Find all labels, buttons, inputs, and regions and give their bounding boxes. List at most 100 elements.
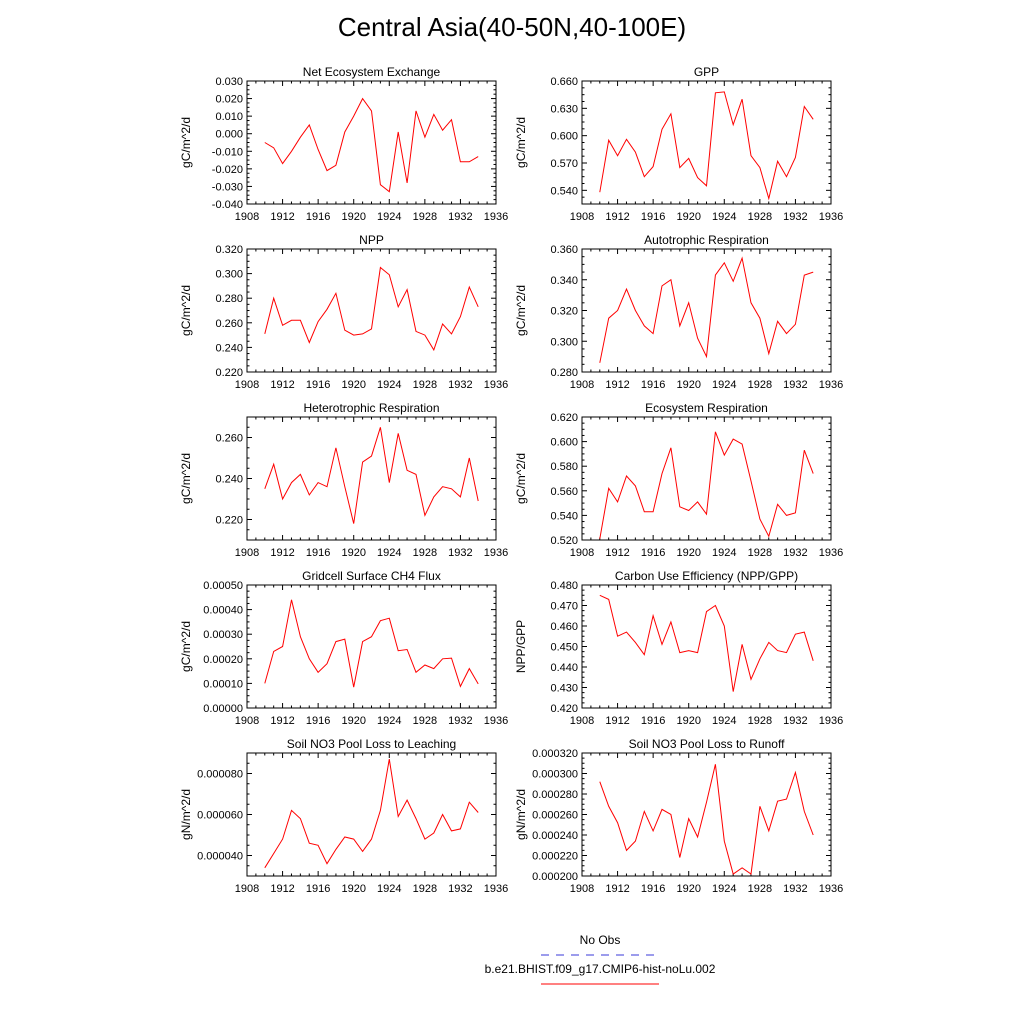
x-tick-label: 1908 — [570, 211, 594, 223]
y-tick-label: 0.00010 — [203, 678, 243, 690]
y-tick-label: 0.00050 — [203, 580, 243, 592]
x-tick-label: 1936 — [819, 379, 843, 391]
x-tick-label: 1908 — [570, 547, 594, 559]
panel-title: Soil NO3 Pool Loss to Leaching — [287, 737, 456, 751]
x-tick-label: 1924 — [377, 883, 401, 895]
x-tick-label: 1928 — [413, 211, 437, 223]
y-axis-label: gC/m^2/d — [179, 453, 193, 504]
y-tick-label: 0.430 — [550, 683, 578, 695]
x-tick-label: 1908 — [570, 883, 594, 895]
x-tick-label: 1916 — [641, 379, 665, 391]
panel-title: Gridcell Surface CH4 Flux — [302, 569, 441, 583]
x-tick-label: 1936 — [484, 715, 508, 727]
x-tick-label: 1920 — [341, 547, 365, 559]
series-line — [599, 431, 814, 539]
x-tick-label: 1932 — [783, 547, 807, 559]
y-tick-label: 0.520 — [550, 535, 578, 547]
x-tick-label: 1916 — [306, 883, 330, 895]
x-tick-label: 1936 — [484, 547, 508, 559]
y-tick-label: 0.450 — [550, 642, 578, 654]
chart-panel-10: Soil NO3 Pool Loss to Runoff 1908 1912 1916… — [514, 737, 843, 895]
x-tick-label: 1928 — [748, 211, 772, 223]
chart-panel-4: Autotrophic Respiration 1908 1912 1916 1920 1… — [514, 233, 843, 391]
x-tick-label: 1908 — [235, 715, 259, 727]
x-tick-label: 1912 — [270, 883, 294, 895]
y-tick-label: 0.030 — [215, 76, 243, 88]
series-line — [599, 594, 814, 692]
x-tick-label: 1932 — [448, 211, 472, 223]
series-line — [264, 599, 479, 688]
x-tick-label: 1916 — [641, 883, 665, 895]
x-tick-label: 1920 — [341, 715, 365, 727]
panel-title: GPP — [694, 65, 719, 79]
x-tick-label: 1912 — [605, 211, 629, 223]
y-tick-label: 0.570 — [550, 158, 578, 170]
chart-panel-7: Gridcell Surface CH4 Flux 1908 1912 1916 192… — [179, 569, 508, 727]
panel-title: Soil NO3 Pool Loss to Runoff — [629, 737, 786, 751]
panel-title: Ecosystem Respiration — [645, 401, 768, 415]
y-axis-label: gC/m^2/d — [514, 285, 528, 336]
x-tick-label: 1928 — [748, 715, 772, 727]
x-tick-label: 1924 — [712, 547, 736, 559]
panel-title: Autotrophic Respiration — [644, 233, 769, 247]
panel-title: Heterotrophic Respiration — [303, 401, 439, 415]
plot-frame — [246, 752, 497, 877]
y-tick-label: 0.630 — [550, 103, 578, 115]
y-tick-label: 0.300 — [550, 336, 578, 348]
x-tick-label: 1916 — [641, 715, 665, 727]
panel-title: NPP — [359, 233, 384, 247]
y-tick-label: 0.220 — [215, 367, 243, 379]
y-tick-label: 0.460 — [550, 621, 578, 633]
x-tick-label: 1920 — [676, 547, 700, 559]
x-tick-label: 1920 — [341, 379, 365, 391]
x-tick-label: 1932 — [448, 379, 472, 391]
y-tick-label: 0.000260 — [532, 810, 578, 822]
x-tick-label: 1920 — [676, 211, 700, 223]
y-axis-label: gC/m^2/d — [514, 117, 528, 168]
y-tick-label: 0.000300 — [532, 769, 578, 781]
x-tick-label: 1928 — [413, 883, 437, 895]
x-tick-label: 1936 — [484, 211, 508, 223]
y-tick-label: 0.420 — [550, 703, 578, 715]
x-tick-label: 1924 — [712, 883, 736, 895]
y-tick-label: 0.360 — [550, 244, 578, 256]
x-tick-label: 1936 — [819, 883, 843, 895]
chart-panel-8: Carbon Use Efficiency (NPP/GPP) 1908 1912 1… — [514, 569, 843, 727]
y-tick-label: 0.000040 — [197, 851, 243, 863]
y-tick-label: -0.030 — [212, 181, 243, 193]
x-tick-label: 1932 — [448, 715, 472, 727]
x-tick-label: 1932 — [448, 547, 472, 559]
y-tick-label: 0.470 — [550, 601, 578, 613]
plot-frame — [246, 416, 497, 541]
x-tick-label: 1920 — [676, 883, 700, 895]
x-tick-label: 1924 — [712, 715, 736, 727]
y-tick-label: -0.040 — [212, 199, 243, 211]
y-tick-label: 0.000 — [215, 129, 243, 141]
x-tick-label: 1908 — [235, 211, 259, 223]
y-axis-label: gC/m^2/d — [179, 621, 193, 672]
figure-title: Central Asia(40-50N,40-100E) — [337, 12, 687, 42]
y-tick-label: 0.660 — [550, 76, 578, 88]
y-axis-label: gC/m^2/d — [514, 453, 528, 504]
x-tick-label: 1916 — [641, 211, 665, 223]
y-tick-label: 0.440 — [550, 662, 578, 674]
legend-label-model-run: b.e21.BHIST.f09_g17.CMIP6-hist-noLu.002 — [484, 962, 716, 976]
x-tick-label: 1932 — [783, 715, 807, 727]
x-tick-label: 1916 — [306, 715, 330, 727]
y-tick-label: 0.300 — [215, 269, 243, 281]
series-line — [264, 97, 479, 193]
y-tick-label: 0.000220 — [532, 851, 578, 863]
plot-frame — [246, 584, 497, 709]
x-tick-label: 1936 — [484, 379, 508, 391]
x-tick-label: 1908 — [235, 883, 259, 895]
series-line — [264, 427, 479, 524]
x-tick-label: 1924 — [377, 715, 401, 727]
y-tick-label: 0.240 — [215, 342, 243, 354]
x-tick-label: 1920 — [676, 715, 700, 727]
y-tick-label: 0.000280 — [532, 789, 578, 801]
y-tick-label: 0.600 — [550, 437, 578, 449]
x-tick-label: 1912 — [605, 547, 629, 559]
x-tick-label: 1928 — [748, 379, 772, 391]
x-tick-label: 1912 — [270, 379, 294, 391]
x-tick-label: 1924 — [712, 211, 736, 223]
